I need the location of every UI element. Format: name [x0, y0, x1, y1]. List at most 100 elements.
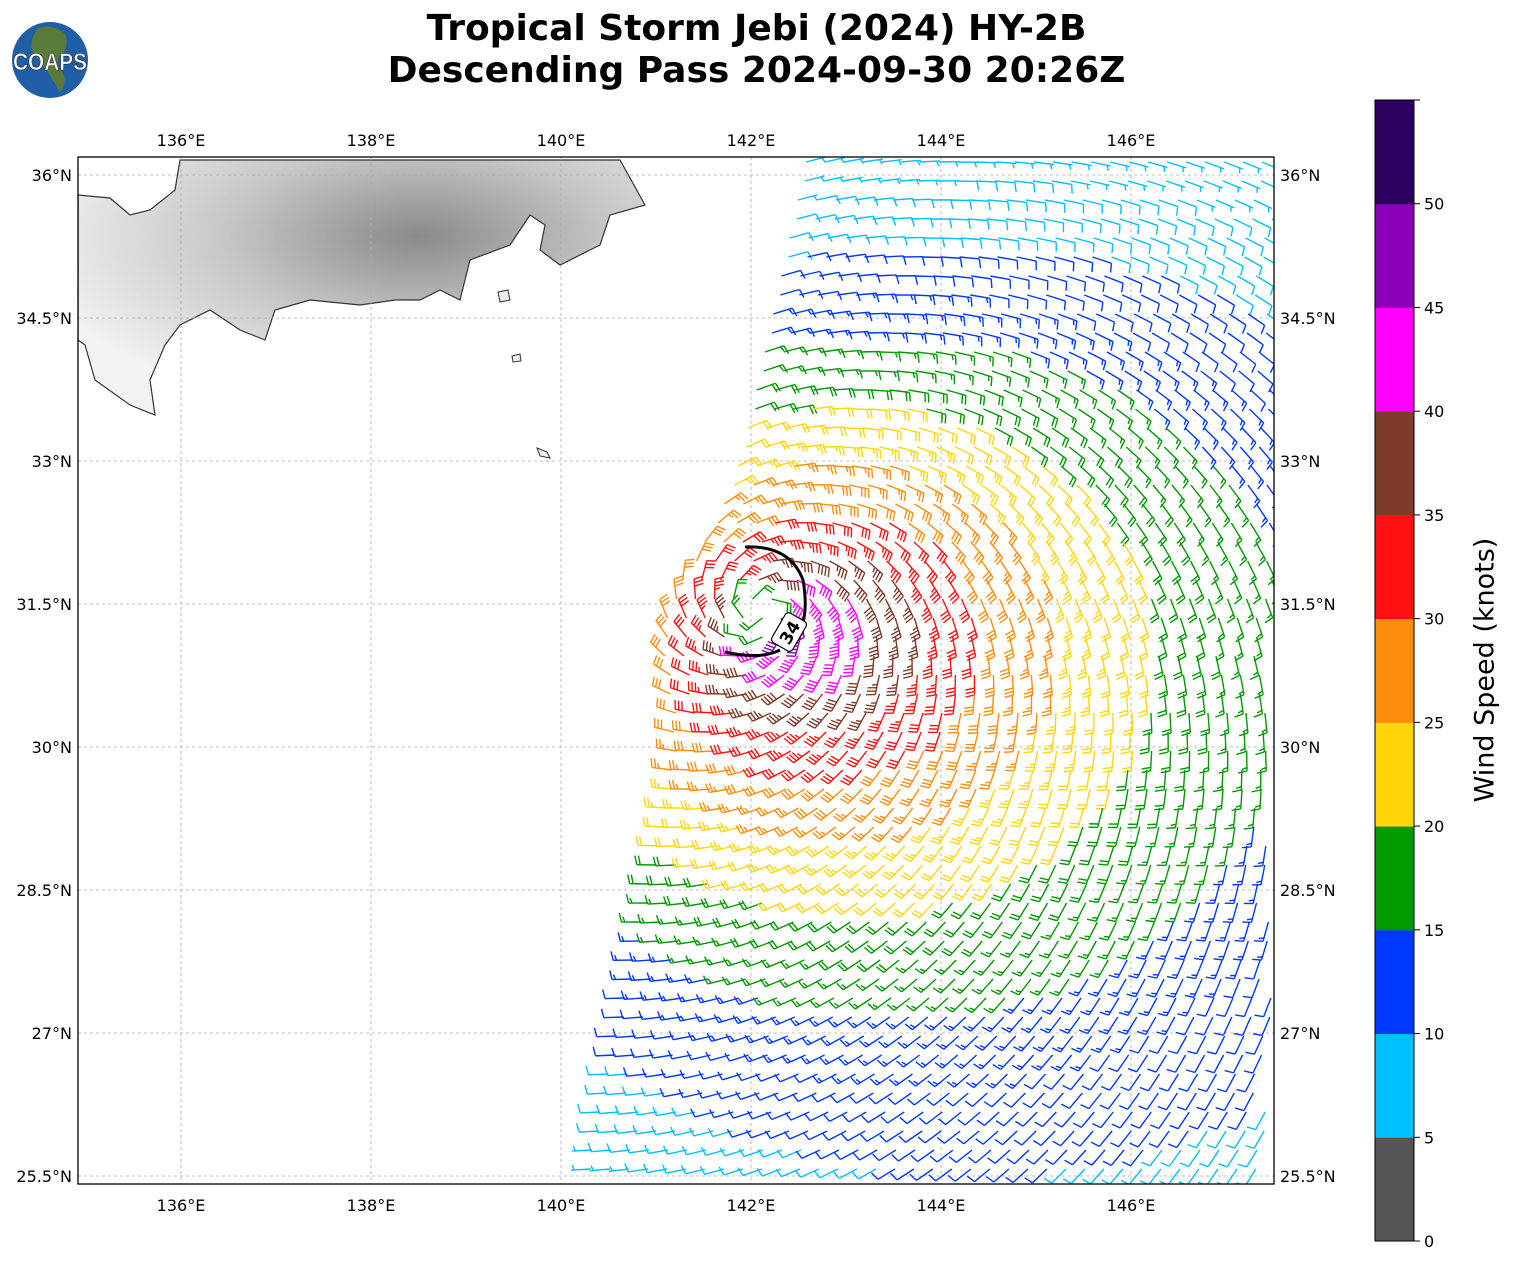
wind-barb [1199, 750, 1210, 774]
wind-barb [1050, 1054, 1073, 1072]
wind-barb [819, 503, 842, 516]
title-line-1: Tropical Storm Jebi (2024) HY-2B [426, 8, 1087, 49]
wind-barb [1134, 408, 1152, 430]
wind-barb [1147, 1054, 1168, 1073]
wind-barb [1128, 959, 1147, 979]
wind-barb [686, 781, 711, 792]
wind-barb [624, 1163, 648, 1173]
wind-barb [1087, 351, 1107, 371]
wind-barb [883, 940, 907, 955]
wind-barb [1124, 370, 1143, 391]
wind-barb [1194, 940, 1211, 961]
wind-barb [633, 1106, 658, 1116]
wind-barb [809, 997, 835, 1009]
wind-barb [1079, 389, 1098, 410]
wind-barb [990, 978, 1013, 996]
wind-barb [997, 256, 1019, 270]
wind-barb [995, 1111, 1019, 1127]
wind-barb [820, 367, 845, 378]
colorbar-tick-label: 35 [1424, 506, 1444, 525]
wind-barb [774, 1073, 799, 1083]
wind-barb [981, 845, 1001, 865]
wind-barb [1189, 560, 1201, 586]
lon-tick-label: 144°E [917, 131, 966, 150]
wind-barb [1136, 1016, 1157, 1036]
wind-barb [1073, 256, 1094, 273]
wind-barb [1196, 997, 1215, 1017]
wind-barb [1234, 199, 1254, 213]
wind-barb [851, 617, 864, 643]
wind-barb [832, 807, 857, 822]
wind-barb [1163, 351, 1182, 372]
wind-barb [839, 788, 863, 804]
wind-barb [1025, 199, 1047, 213]
wind-barb [1109, 161, 1130, 172]
wind-barb [832, 1168, 858, 1179]
wind-barb [887, 313, 910, 324]
wind-barb [1160, 503, 1174, 528]
wind-barb [570, 1164, 591, 1171]
wind-barb [1081, 218, 1102, 234]
wind-barb [1269, 389, 1274, 396]
wind-barb [587, 1142, 612, 1153]
wind-barb [863, 693, 881, 714]
colorbar-tick-label: 20 [1424, 817, 1444, 836]
wind-barb [1013, 427, 1033, 447]
wind-barb [1081, 579, 1092, 605]
lat-tick-label: 34.5°N [1280, 309, 1336, 328]
wind-barb [910, 579, 923, 604]
wind-barb [1154, 788, 1167, 811]
colorbar-segment [1375, 203, 1414, 308]
wind-barb [904, 332, 928, 344]
wind-barb [1022, 997, 1044, 1015]
wind-barb [1155, 465, 1171, 489]
wind-barb [842, 1111, 867, 1123]
wind-barb [842, 176, 863, 184]
wind-barb [857, 1054, 882, 1067]
wind-barb [786, 712, 810, 727]
wind-barb [571, 1145, 593, 1152]
wind-barb [1219, 712, 1230, 737]
wind-barb [985, 750, 1001, 772]
wind-barb [1134, 655, 1145, 680]
wind-barb [979, 864, 1000, 883]
wind-barb [1178, 731, 1189, 755]
wind-barb [819, 1054, 844, 1066]
wind-barb [752, 584, 775, 600]
wind-barb [600, 1008, 624, 1019]
wind-barb [1232, 864, 1247, 886]
wind-barb [1216, 294, 1236, 315]
wind-barb [961, 655, 972, 680]
wind-barb [1076, 788, 1091, 810]
wind-barb [1231, 788, 1243, 812]
wind-barb [1118, 921, 1137, 941]
wind-barb [983, 522, 999, 546]
wind-barb [886, 484, 907, 502]
wind-barb [863, 940, 888, 954]
wind-barb [844, 940, 869, 954]
wind-barb [1138, 674, 1150, 699]
wind-barb [1148, 1130, 1170, 1148]
wind-barb [935, 351, 957, 365]
wind-barb [1130, 598, 1141, 624]
wind-barb [1255, 503, 1269, 528]
wind-barb [1223, 161, 1244, 174]
wind-barb [725, 726, 751, 738]
wind-barb [875, 959, 900, 973]
wind-barb [655, 613, 669, 638]
wind-barb [1154, 864, 1171, 885]
wind-barb [857, 503, 878, 520]
wind-barb [833, 1149, 859, 1161]
wind-barb [796, 213, 821, 223]
wind-barb [1118, 693, 1129, 718]
wind-barb [638, 1010, 662, 1020]
wind-barb [965, 465, 984, 486]
wind-barb [1201, 351, 1219, 373]
wind-barb [771, 326, 797, 336]
wind-barb [897, 1035, 922, 1049]
wind-barb [1067, 902, 1087, 922]
wind-barb [1019, 484, 1036, 507]
wind-barb [991, 370, 1012, 387]
wind-barb [879, 788, 901, 806]
